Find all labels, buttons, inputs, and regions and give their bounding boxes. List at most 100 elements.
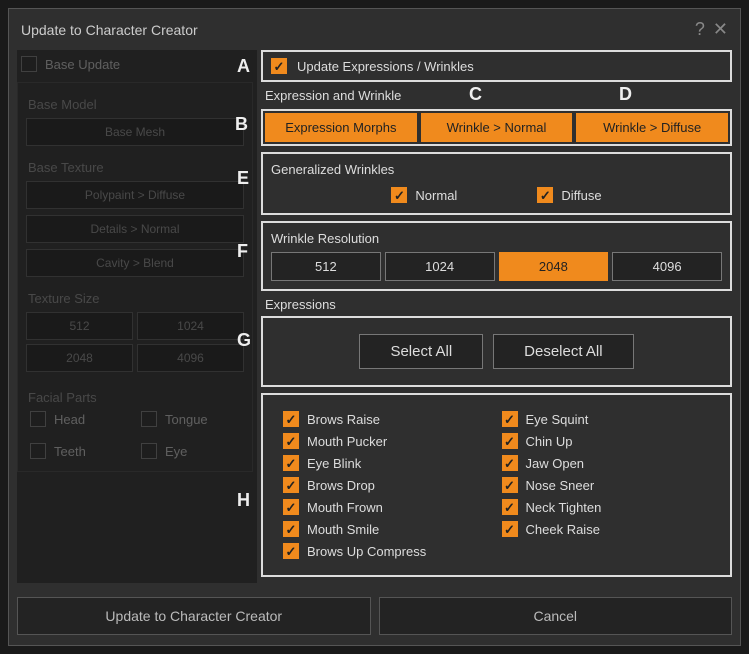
facial-part-item: Teeth xyxy=(30,443,133,459)
expression-checkbox[interactable] xyxy=(283,433,299,449)
expression-checkbox[interactable] xyxy=(502,433,518,449)
facial-part-label: Head xyxy=(54,412,85,427)
select-all-button[interactable]: Select All xyxy=(359,334,483,369)
right-panel: A Update Expressions / Wrinkles Expressi… xyxy=(257,50,732,583)
gen-normal-label: Normal xyxy=(415,188,457,203)
update-expressions-checkbox[interactable] xyxy=(271,58,287,74)
wrinkle-res-option[interactable]: 1024 xyxy=(385,252,495,281)
help-icon[interactable]: ? xyxy=(695,19,705,40)
gen-diffuse-label: Diffuse xyxy=(561,188,601,203)
expression-item: Brows Drop xyxy=(283,477,492,493)
expression-checkbox[interactable] xyxy=(502,455,518,471)
texture-size-option[interactable]: 2048 xyxy=(26,344,133,372)
wrinkle-res-option[interactable]: 4096 xyxy=(612,252,722,281)
expression-item: Eye Squint xyxy=(502,411,711,427)
base-update-checkbox[interactable] xyxy=(21,56,37,72)
expression-item: Cheek Raise xyxy=(502,521,711,537)
marker-h: H xyxy=(237,490,250,511)
texture-size-option[interactable]: 512 xyxy=(26,312,133,340)
expression-checkbox[interactable] xyxy=(283,543,299,559)
facial-part-label: Tongue xyxy=(165,412,208,427)
facial-part-checkbox[interactable] xyxy=(30,411,46,427)
expressions-list-group: H Brows RaiseEye SquintMouth PuckerChin … xyxy=(261,393,732,577)
wrinkle-res-option[interactable]: 512 xyxy=(271,252,381,281)
base-mesh-button[interactable]: Base Mesh xyxy=(26,118,244,146)
facial-part-checkbox[interactable] xyxy=(141,443,157,459)
expression-checkbox[interactable] xyxy=(502,499,518,515)
base-texture-item[interactable]: Polypaint > Diffuse xyxy=(26,181,244,209)
gen-diffuse-checkbox[interactable] xyxy=(537,187,553,203)
expression-checkbox[interactable] xyxy=(502,411,518,427)
marker-b: B xyxy=(235,114,248,135)
expression-checkbox[interactable] xyxy=(502,521,518,537)
base-model-group: Base Model Base Mesh Base Texture Polypa… xyxy=(17,82,253,472)
expression-checkbox[interactable] xyxy=(283,499,299,515)
update-button[interactable]: Update to Character Creator xyxy=(17,597,371,635)
expression-item: Eye Blink xyxy=(283,455,492,471)
expression-item: Neck Tighten xyxy=(502,499,711,515)
expression-label: Eye Blink xyxy=(307,456,361,471)
wrinkle-resolution-group: F Wrinkle Resolution 512102420484096 xyxy=(261,221,732,291)
expression-item: Mouth Pucker xyxy=(283,433,492,449)
gen-normal-checkbox[interactable] xyxy=(391,187,407,203)
marker-f: F xyxy=(237,241,248,262)
expression-item: Nose Sneer xyxy=(502,477,711,493)
texture-size-option[interactable]: 4096 xyxy=(137,344,244,372)
expression-label: Mouth Smile xyxy=(307,522,379,537)
expression-label: Mouth Pucker xyxy=(307,434,387,449)
window-title: Update to Character Creator xyxy=(21,22,198,38)
expression-label: Chin Up xyxy=(526,434,573,449)
expression-item: Mouth Frown xyxy=(283,499,492,515)
expression-label: Neck Tighten xyxy=(526,500,602,515)
expression-item: Brows Up Compress xyxy=(283,543,492,559)
base-texture-item[interactable]: Cavity > Blend xyxy=(26,249,244,277)
expression-checkbox[interactable] xyxy=(283,521,299,537)
select-buttons-group: G Select All Deselect All xyxy=(261,316,732,387)
expr-wrinkle-tab[interactable]: Wrinkle > Diffuse xyxy=(576,113,728,142)
marker-c: C xyxy=(469,84,482,105)
facial-part-label: Eye xyxy=(165,444,187,459)
expression-checkbox[interactable] xyxy=(283,455,299,471)
facial-part-checkbox[interactable] xyxy=(30,443,46,459)
facial-part-label: Teeth xyxy=(54,444,86,459)
titlebar: Update to Character Creator ? ✕ xyxy=(9,9,740,50)
expressions-title: Expressions xyxy=(265,297,732,312)
expression-checkbox[interactable] xyxy=(283,477,299,493)
expression-label: Brows Raise xyxy=(307,412,380,427)
marker-d: D xyxy=(619,84,632,105)
update-expressions-row: A Update Expressions / Wrinkles xyxy=(261,50,732,82)
marker-a: A xyxy=(237,56,250,77)
wrinkle-res-option[interactable]: 2048 xyxy=(499,252,609,281)
facial-part-item: Eye xyxy=(141,443,244,459)
expression-label: Eye Squint xyxy=(526,412,589,427)
expression-label: Brows Drop xyxy=(307,478,375,493)
expression-item: Brows Raise xyxy=(283,411,492,427)
expression-label: Brows Up Compress xyxy=(307,544,426,559)
expression-label: Mouth Frown xyxy=(307,500,383,515)
base-texture-item[interactable]: Details > Normal xyxy=(26,215,244,243)
dialog-window: Update to Character Creator ? ✕ Base Upd… xyxy=(8,8,741,646)
expression-item: Mouth Smile xyxy=(283,521,492,537)
expression-checkbox[interactable] xyxy=(283,411,299,427)
expr-wrinkle-title: Expression and Wrinkle xyxy=(265,88,732,103)
dialog-footer: Update to Character Creator Cancel xyxy=(9,591,740,645)
expression-item: Jaw Open xyxy=(502,455,711,471)
expression-label: Nose Sneer xyxy=(526,478,595,493)
expr-wrinkle-tab[interactable]: Wrinkle > Normal xyxy=(421,113,573,142)
expression-label: Jaw Open xyxy=(526,456,585,471)
cancel-button[interactable]: Cancel xyxy=(379,597,733,635)
close-icon[interactable]: ✕ xyxy=(713,19,728,40)
base-model-title: Base Model xyxy=(28,97,244,112)
expr-wrinkle-tab[interactable]: Expression Morphs xyxy=(265,113,417,142)
wrinkle-res-title: Wrinkle Resolution xyxy=(271,231,722,246)
base-texture-title: Base Texture xyxy=(28,160,244,175)
facial-part-checkbox[interactable] xyxy=(141,411,157,427)
generalized-wrinkles-group: E Generalized Wrinkles Normal Diffuse xyxy=(261,152,732,215)
texture-size-title: Texture Size xyxy=(28,291,244,306)
deselect-all-button[interactable]: Deselect All xyxy=(493,334,633,369)
facial-part-item: Tongue xyxy=(141,411,244,427)
marker-g: G xyxy=(237,330,251,351)
expression-checkbox[interactable] xyxy=(502,477,518,493)
texture-size-option[interactable]: 1024 xyxy=(137,312,244,340)
marker-e: E xyxy=(237,168,249,189)
